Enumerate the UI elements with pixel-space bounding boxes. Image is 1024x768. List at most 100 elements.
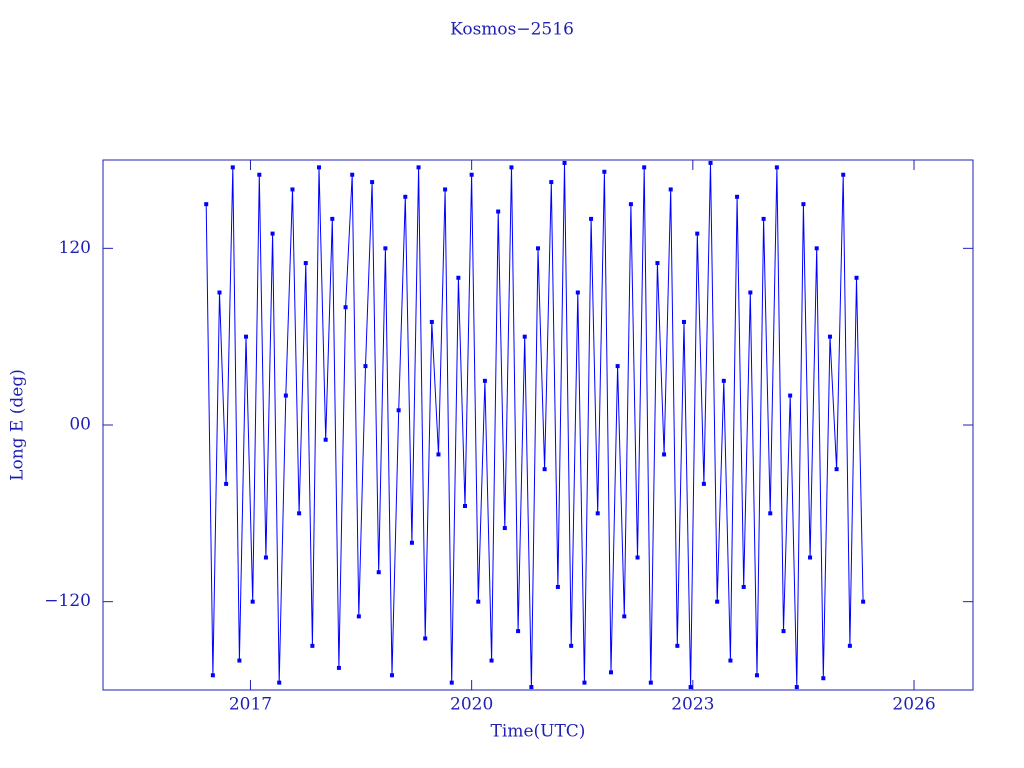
data-point: [662, 452, 667, 457]
data-point: [715, 599, 720, 604]
data-point: [290, 187, 295, 192]
x-axis-label: Time(UTC): [491, 722, 586, 742]
data-point: [794, 685, 799, 690]
data-point: [668, 187, 673, 192]
data-point: [323, 437, 328, 442]
data-point: [827, 334, 832, 339]
data-point: [735, 194, 740, 199]
data-point: [489, 658, 494, 663]
data-point: [575, 290, 580, 295]
data-point: [854, 275, 859, 280]
data-point: [436, 452, 441, 457]
data-point: [721, 378, 726, 383]
data-point: [403, 194, 408, 199]
data-point: [788, 393, 793, 398]
data-point: [390, 673, 395, 678]
data-point: [801, 202, 806, 207]
data-point: [469, 172, 474, 177]
data-point: [695, 231, 700, 236]
data-point: [821, 676, 826, 681]
data-point: [277, 680, 282, 685]
data-point: [317, 165, 322, 170]
data-point: [224, 481, 229, 486]
data-point: [582, 680, 587, 685]
data-point: [536, 246, 540, 251]
data-point: [509, 165, 514, 170]
data-point: [748, 290, 753, 295]
data-point: [297, 511, 302, 516]
data-point: [443, 187, 448, 192]
data-point: [814, 246, 819, 251]
data-point: [383, 246, 388, 251]
data-point: [210, 673, 215, 678]
data-point: [376, 570, 381, 575]
data-point: [615, 364, 620, 369]
data-point: [642, 165, 647, 170]
data-point: [728, 658, 733, 663]
data-point: [761, 216, 766, 221]
data-point: [456, 275, 461, 280]
y-tick-label: 00: [69, 415, 91, 435]
data-point: [681, 319, 686, 324]
y-tick-label: −120: [44, 591, 91, 611]
data-point: [230, 165, 235, 170]
y-tick-label: 120: [59, 238, 91, 258]
data-point: [529, 685, 534, 690]
x-tick-label: 2026: [892, 695, 935, 715]
chart-title: Kosmos−2516: [450, 20, 574, 40]
data-point: [701, 481, 706, 486]
data-point: [635, 555, 640, 560]
data-point: [754, 673, 759, 678]
data-point: [496, 209, 501, 214]
x-tick-label: 2023: [671, 695, 714, 715]
data-point: [768, 511, 773, 516]
data-point: [595, 511, 600, 516]
data-point: [396, 408, 401, 413]
data-point: [675, 643, 680, 648]
data-point: [204, 202, 209, 207]
data-point: [429, 319, 434, 324]
data-point: [423, 636, 428, 641]
data-point: [336, 665, 341, 670]
data-point: [330, 216, 335, 221]
data-point: [237, 658, 242, 663]
data-point: [555, 584, 560, 589]
data-point: [257, 172, 262, 177]
data-point: [808, 555, 813, 560]
data-point: [370, 180, 375, 185]
data-point: [449, 680, 454, 685]
data-point: [569, 643, 574, 648]
data-point: [708, 160, 713, 165]
data-point: [416, 165, 421, 170]
data-point: [774, 165, 779, 170]
data-point: [270, 231, 275, 236]
data-point: [542, 467, 547, 472]
data-point: [589, 216, 594, 221]
data-point: [549, 180, 554, 185]
data-point: [303, 261, 308, 266]
data-point: [283, 393, 288, 398]
data-point: [602, 169, 607, 174]
y-axis-label: Long E (deg): [8, 369, 28, 481]
x-tick-label: 2020: [450, 695, 493, 715]
data-point: [356, 614, 361, 619]
data-point: [834, 467, 839, 472]
data-point: [622, 614, 627, 619]
x-tick-label: 2017: [229, 695, 272, 715]
data-point: [648, 680, 653, 685]
data-point: [263, 555, 268, 560]
data-point: [244, 334, 249, 339]
data-point: [847, 643, 852, 648]
data-point: [250, 599, 255, 604]
data-point: [781, 629, 786, 634]
data-point: [608, 670, 613, 675]
data-point: [562, 160, 567, 165]
data-point: [628, 202, 633, 207]
data-line: [205, 162, 864, 688]
data-point: [861, 599, 866, 604]
data-point: [522, 334, 527, 339]
data-point: [502, 526, 507, 531]
data-point: [217, 290, 222, 295]
